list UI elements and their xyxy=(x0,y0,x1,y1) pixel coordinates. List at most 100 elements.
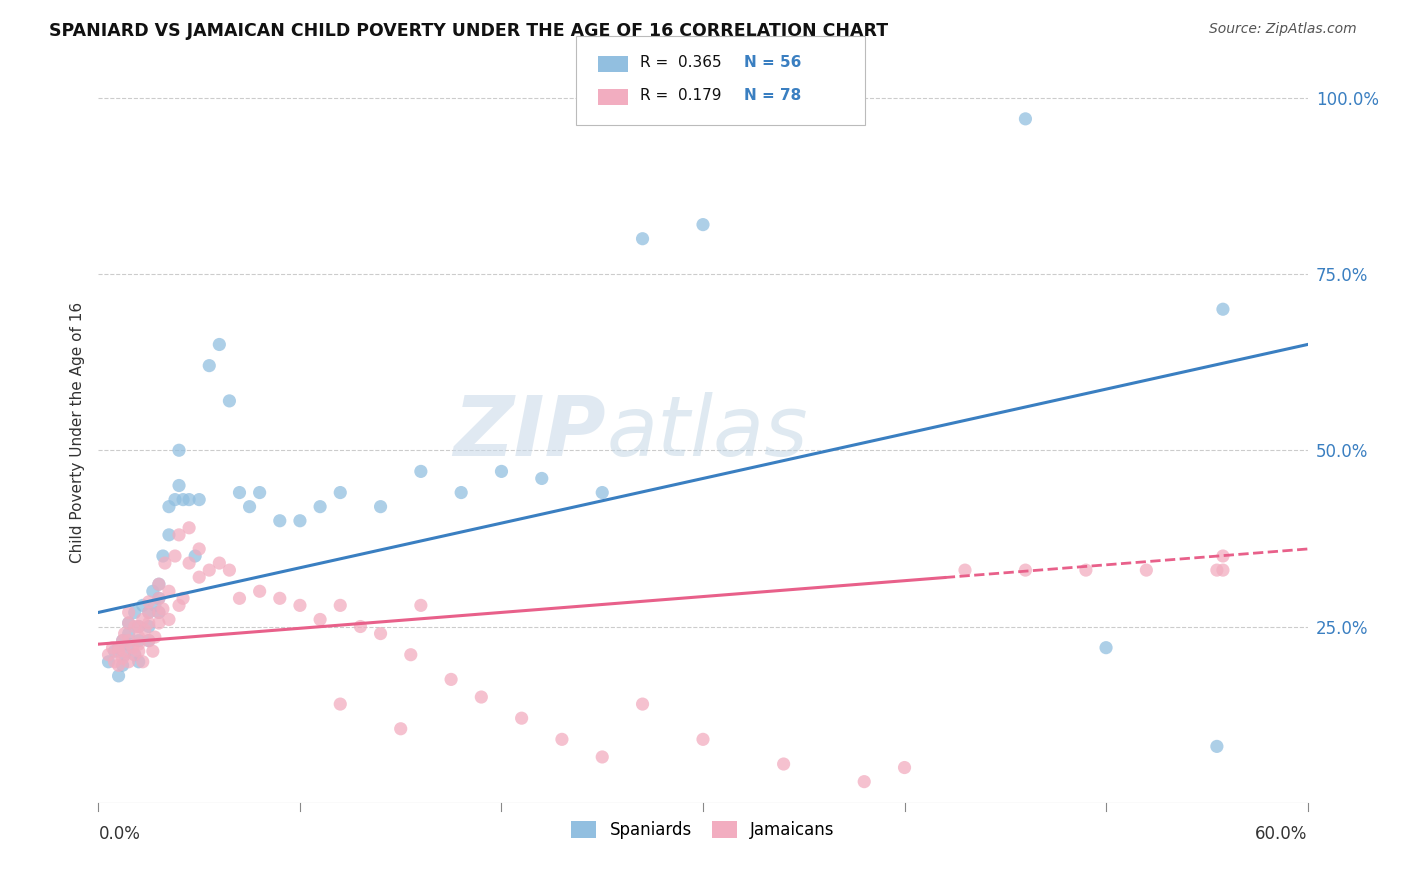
Point xyxy=(163,549,186,563)
Point xyxy=(510,711,533,725)
Point xyxy=(107,669,129,683)
Point xyxy=(1095,640,1118,655)
Point xyxy=(97,648,120,662)
Point xyxy=(124,619,146,633)
Point xyxy=(198,563,221,577)
Text: R =  0.179: R = 0.179 xyxy=(640,88,721,103)
Point xyxy=(167,528,190,542)
Point xyxy=(239,500,262,514)
Point xyxy=(114,644,136,658)
Point xyxy=(1206,563,1229,577)
Point xyxy=(184,549,207,563)
Point xyxy=(107,644,129,658)
Point xyxy=(111,633,134,648)
Point xyxy=(128,655,150,669)
Point xyxy=(138,619,160,633)
Point xyxy=(179,556,201,570)
Point xyxy=(329,697,352,711)
Point xyxy=(128,619,150,633)
Point xyxy=(138,606,160,620)
Point xyxy=(111,651,134,665)
Point xyxy=(692,732,714,747)
Point xyxy=(157,500,180,514)
Point xyxy=(491,464,513,478)
Text: N = 56: N = 56 xyxy=(744,55,801,70)
Text: SPANIARD VS JAMAICAN CHILD POVERTY UNDER THE AGE OF 16 CORRELATION CHART: SPANIARD VS JAMAICAN CHILD POVERTY UNDER… xyxy=(49,22,889,40)
Point xyxy=(591,750,613,764)
Point xyxy=(167,443,190,458)
Point xyxy=(143,599,166,613)
Point xyxy=(591,485,613,500)
Point xyxy=(1212,549,1234,563)
Point xyxy=(953,563,976,577)
Point xyxy=(631,697,654,711)
Point xyxy=(188,541,211,556)
Point xyxy=(107,640,129,655)
Point xyxy=(132,599,155,613)
Point xyxy=(228,485,250,500)
Point xyxy=(1206,739,1229,754)
Point xyxy=(167,599,190,613)
Text: atlas: atlas xyxy=(606,392,808,473)
Point xyxy=(148,591,170,606)
Point xyxy=(148,591,170,606)
Point xyxy=(179,521,201,535)
Point xyxy=(349,619,371,633)
Point xyxy=(370,626,392,640)
Y-axis label: Child Poverty Under the Age of 16: Child Poverty Under the Age of 16 xyxy=(69,302,84,563)
Point xyxy=(118,655,141,669)
Point xyxy=(1212,302,1234,317)
Point xyxy=(118,615,141,630)
Point xyxy=(138,606,160,620)
Point xyxy=(157,584,180,599)
Point xyxy=(143,630,166,644)
Point xyxy=(148,606,170,620)
Point xyxy=(118,637,141,651)
Point xyxy=(128,633,150,648)
Text: ZIP: ZIP xyxy=(454,392,606,473)
Point xyxy=(128,637,150,651)
Point xyxy=(148,577,170,591)
Point xyxy=(409,464,432,478)
Point xyxy=(111,658,134,673)
Point xyxy=(134,623,156,637)
Text: N = 78: N = 78 xyxy=(744,88,801,103)
Point xyxy=(157,612,180,626)
Point xyxy=(179,492,201,507)
Point xyxy=(172,492,194,507)
Point xyxy=(1014,112,1036,126)
Point xyxy=(138,595,160,609)
Point xyxy=(142,644,165,658)
Point xyxy=(103,644,125,658)
Point xyxy=(128,630,150,644)
Point xyxy=(692,218,714,232)
Point xyxy=(1135,563,1157,577)
Point xyxy=(118,606,141,620)
Point xyxy=(114,626,136,640)
Point xyxy=(118,633,141,648)
Point xyxy=(111,633,134,648)
Point xyxy=(409,599,432,613)
Point xyxy=(107,640,129,655)
Point xyxy=(167,478,190,492)
Point xyxy=(132,612,155,626)
Point xyxy=(329,485,352,500)
Point xyxy=(389,722,412,736)
Point xyxy=(853,774,876,789)
Point xyxy=(269,591,291,606)
Point xyxy=(228,591,250,606)
Point xyxy=(118,615,141,630)
Point xyxy=(893,760,915,774)
Point xyxy=(399,648,422,662)
Point xyxy=(124,606,146,620)
Point xyxy=(288,514,311,528)
Text: Source: ZipAtlas.com: Source: ZipAtlas.com xyxy=(1209,22,1357,37)
Point xyxy=(101,640,124,655)
Point xyxy=(309,500,332,514)
Point xyxy=(148,606,170,620)
Point xyxy=(152,602,174,616)
Point xyxy=(218,393,240,408)
Point xyxy=(128,619,150,633)
Point xyxy=(118,626,141,640)
Point xyxy=(103,655,125,669)
